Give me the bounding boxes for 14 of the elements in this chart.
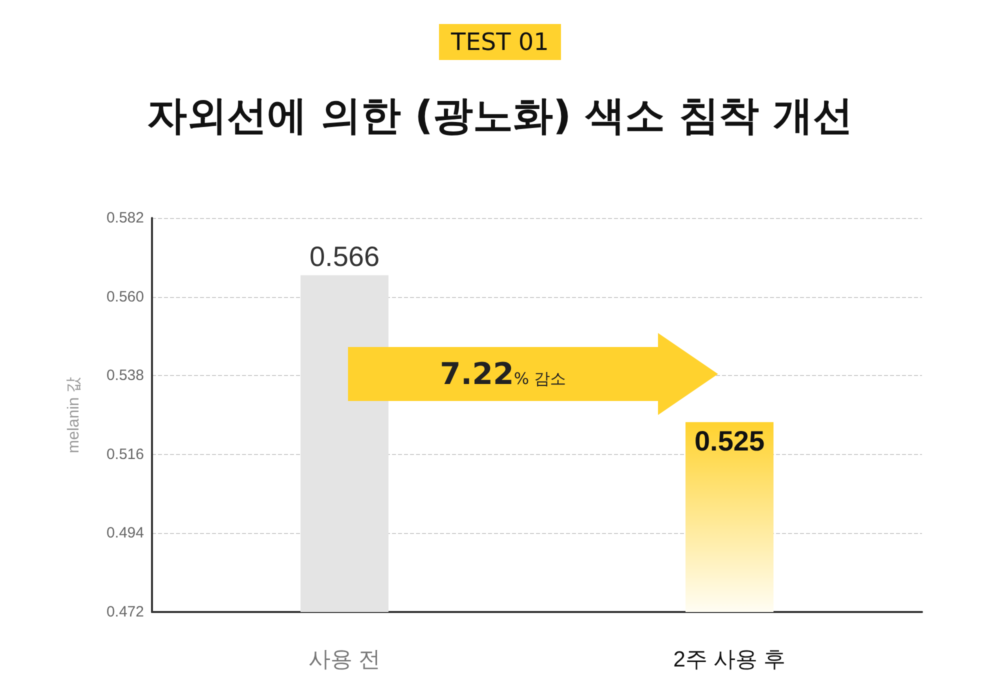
y-tick-label: 0.472	[106, 604, 144, 620]
y-axis-title: melanin 값	[66, 376, 82, 454]
x-tick-label: 사용 전	[308, 646, 381, 672]
data-label: 0.525	[694, 426, 765, 457]
chart-title: 자외선에 의한 (광노화) 색소 침착 개선	[146, 92, 854, 141]
data-label: 0.566	[309, 240, 380, 272]
y-tick-label: 0.560	[106, 288, 144, 306]
annotation: 7.22% 감소	[438, 356, 568, 394]
y-tick-label: 0.582	[106, 210, 144, 226]
x-tick-label: 2주 사용 후	[673, 646, 786, 672]
chart-subtitle: TEST 01	[439, 24, 561, 60]
y-tick-label: 0.538	[106, 367, 144, 384]
y-tick-label: 0.516	[106, 446, 144, 463]
y-tick-label: 0.494	[106, 524, 144, 542]
